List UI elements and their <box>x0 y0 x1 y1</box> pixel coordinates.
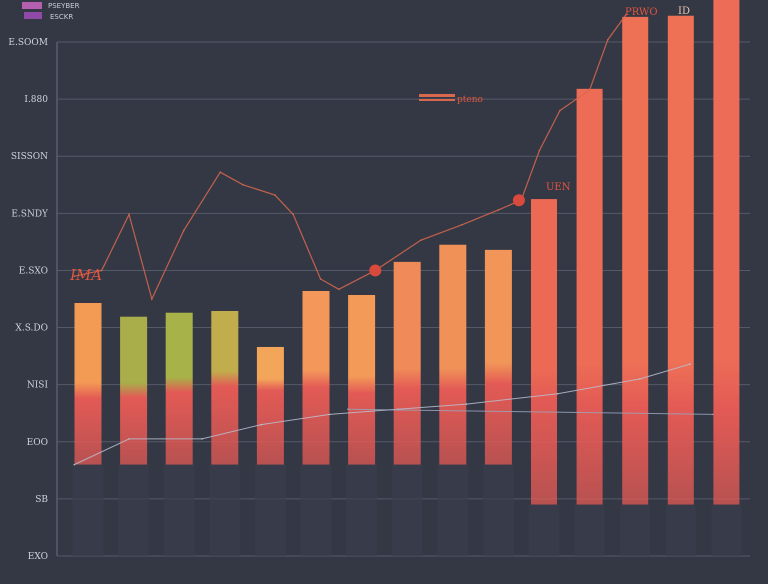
legend-label-0: PSEYBER <box>48 2 80 10</box>
bar-4 <box>256 346 284 465</box>
bar-13 <box>667 15 694 505</box>
bar-10 <box>531 199 557 505</box>
series-point-0 <box>128 213 130 216</box>
bar-11 <box>576 88 603 505</box>
bar-shadow-8 <box>437 464 469 556</box>
series-point-1 <box>465 403 468 405</box>
bar-shadow-13 <box>665 504 696 556</box>
legend-label-1: ESCKR <box>50 13 73 21</box>
bar-14 <box>713 0 740 505</box>
bar-shadow-0 <box>72 464 104 556</box>
annotation-0: IMA <box>69 266 102 284</box>
series-point-1 <box>556 393 559 395</box>
series-point-0 <box>559 109 561 112</box>
legend: PSEYBER ESCKR <box>22 2 80 21</box>
legend-swatch-1 <box>24 12 42 19</box>
series-point-0 <box>242 183 244 186</box>
y-tick-label: E.SOOM <box>8 38 48 48</box>
series-point-1 <box>73 463 76 466</box>
bar-12 <box>622 16 649 505</box>
bar-shadow-4 <box>254 464 286 556</box>
bar-1 <box>120 316 148 465</box>
bar-shadow-1 <box>118 464 150 556</box>
annotation-4: ID <box>678 6 690 17</box>
bar-5 <box>302 291 330 465</box>
series-point-0 <box>100 269 103 272</box>
series-point-0 <box>338 288 340 291</box>
y-tick-label: E.SXO <box>19 266 48 276</box>
series-line-2 <box>347 408 713 415</box>
y-tick-label: E.SNDY <box>11 209 49 219</box>
series-point-0 <box>497 209 500 211</box>
annotation-3: PRWO <box>625 7 658 18</box>
series-point-1 <box>128 438 130 440</box>
marker-0 <box>369 264 382 277</box>
bar-2 <box>165 312 193 465</box>
bar-3 <box>211 310 239 465</box>
bar-shadow-5 <box>300 464 332 556</box>
annotations: IMA pteno UEN PRWO ID <box>69 6 690 284</box>
series-point-1 <box>201 438 203 440</box>
series-point-0 <box>274 194 276 196</box>
bar-8 <box>439 244 467 465</box>
y-tick-label: SISSON <box>11 152 48 162</box>
series-point-0 <box>607 38 609 41</box>
bar-shadow-3 <box>209 464 241 556</box>
series-point-1 <box>328 413 331 416</box>
y-tick-label: X.S.DO <box>15 324 48 334</box>
series-point-1 <box>638 378 641 380</box>
series-point-1 <box>260 423 263 426</box>
y-tick-label: I.880 <box>24 95 48 105</box>
bar-shadow-11 <box>574 504 605 556</box>
series-point-0 <box>588 89 591 91</box>
bar-7 <box>393 261 421 465</box>
marker-1 <box>512 194 525 207</box>
series-point-0 <box>182 229 185 232</box>
bar-0 <box>74 302 102 465</box>
bar-shadow-9 <box>482 464 514 556</box>
legend-swatch-0 <box>22 2 42 9</box>
series-point-2 <box>711 413 714 416</box>
series-point-0 <box>461 223 463 226</box>
bar-shadow-12 <box>620 504 651 556</box>
y-tick-label: NISI <box>27 381 49 391</box>
series-point-0 <box>151 298 153 300</box>
annotation-line <box>419 99 455 101</box>
annotation-2: UEN <box>546 182 571 193</box>
series-point-0 <box>625 13 627 16</box>
series-point-0 <box>73 275 76 277</box>
series-point-0 <box>319 278 322 280</box>
series-point-1 <box>689 363 691 365</box>
series-point-0 <box>219 171 222 174</box>
series-point-0 <box>292 213 295 216</box>
y-tick-label: EOO <box>27 438 48 448</box>
annotation-line <box>419 94 455 97</box>
bar-9 <box>484 249 512 465</box>
series-point-0 <box>538 149 541 152</box>
bar-shadow-2 <box>163 464 195 556</box>
y-tick-label: EXO <box>28 552 48 562</box>
y-tick-label: SB <box>35 495 48 505</box>
bar-shadow-10 <box>529 504 559 556</box>
annotation-1: pteno <box>457 95 483 105</box>
series-point-2 <box>347 408 349 411</box>
series-line-1 <box>74 363 691 466</box>
bar-shadow-14 <box>711 504 742 556</box>
series-point-0 <box>420 239 422 241</box>
bar-shadow-6 <box>346 464 378 556</box>
bar-shadow-7 <box>391 464 423 556</box>
bar-6 <box>348 295 376 465</box>
